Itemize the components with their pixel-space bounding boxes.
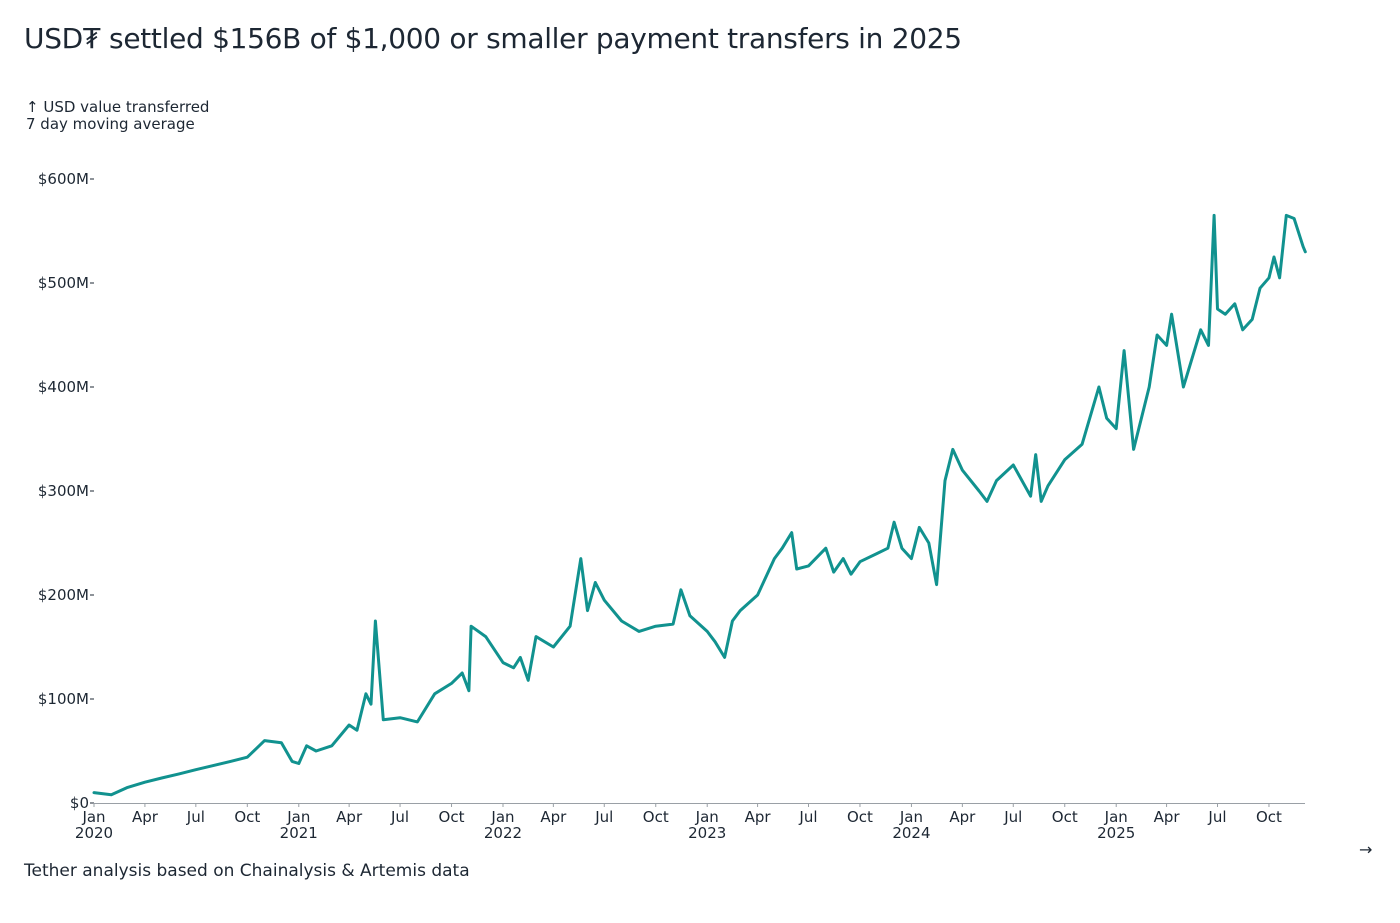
x-tick-label: Apr <box>745 808 772 826</box>
y-tick-label: $400M <box>38 378 89 396</box>
x-tick-label: Jan <box>1104 808 1128 826</box>
x-tick-label: Apr <box>540 808 567 826</box>
y-tick-label: $100M <box>38 690 89 708</box>
x-tick-label: Oct <box>234 808 260 826</box>
x-tick-label: Oct <box>439 808 465 826</box>
x-tick-label: Jan <box>899 808 923 826</box>
y-axis-note: 7 day moving average <box>26 115 195 133</box>
y-tick-label: $300M <box>38 482 89 500</box>
y-axis-title: ↑ USD value transferred <box>26 98 210 116</box>
source-note: Tether analysis based on Chainalysis & A… <box>24 861 470 881</box>
chart-title: USD₮ settled $156B of $1,000 or smaller … <box>24 22 962 55</box>
x-tick-year: 2023 <box>688 824 726 842</box>
x-tick-label: Jul <box>594 808 613 826</box>
series-line <box>92 213 1307 797</box>
x-tick-label: Apr <box>336 808 363 826</box>
x-tick-label: Apr <box>949 808 976 826</box>
x-tick-label: Jan <box>695 808 719 826</box>
x-tick-label: Jul <box>390 808 409 826</box>
x-tick-label: Jul <box>1003 808 1022 826</box>
x-tick-label: Jan <box>286 808 310 826</box>
x-tick-label: Jul <box>186 808 205 826</box>
x-tick-label: Oct <box>1256 808 1282 826</box>
y-tick-label: $500M <box>38 274 89 292</box>
x-tick-label: Oct <box>1052 808 1078 826</box>
x-tick-year: 2020 <box>75 824 113 842</box>
x-tick-year: 2021 <box>280 824 318 842</box>
y-tick-label: $200M <box>38 586 89 604</box>
x-tick-label: Jan <box>81 808 105 826</box>
arrow-right-icon[interactable]: → <box>1359 840 1373 859</box>
x-tick-year: 2022 <box>484 824 522 842</box>
x-tick-label: Oct <box>643 808 669 826</box>
x-tick-year: 2025 <box>1097 824 1135 842</box>
y-tick-label: $0 <box>70 794 89 812</box>
x-tick-label: Jan <box>490 808 514 826</box>
x-tick-label: Apr <box>1154 808 1181 826</box>
x-tick-year: 2024 <box>892 824 930 842</box>
y-tick-label: $600M <box>38 170 89 188</box>
x-tick-label: Apr <box>132 808 159 826</box>
x-tick-label: Jul <box>798 808 817 826</box>
x-tick-label: Oct <box>847 808 873 826</box>
y-axis-label: ↑ USD value transferred 7 day moving ave… <box>26 99 209 133</box>
x-tick-label: Jul <box>1207 808 1226 826</box>
